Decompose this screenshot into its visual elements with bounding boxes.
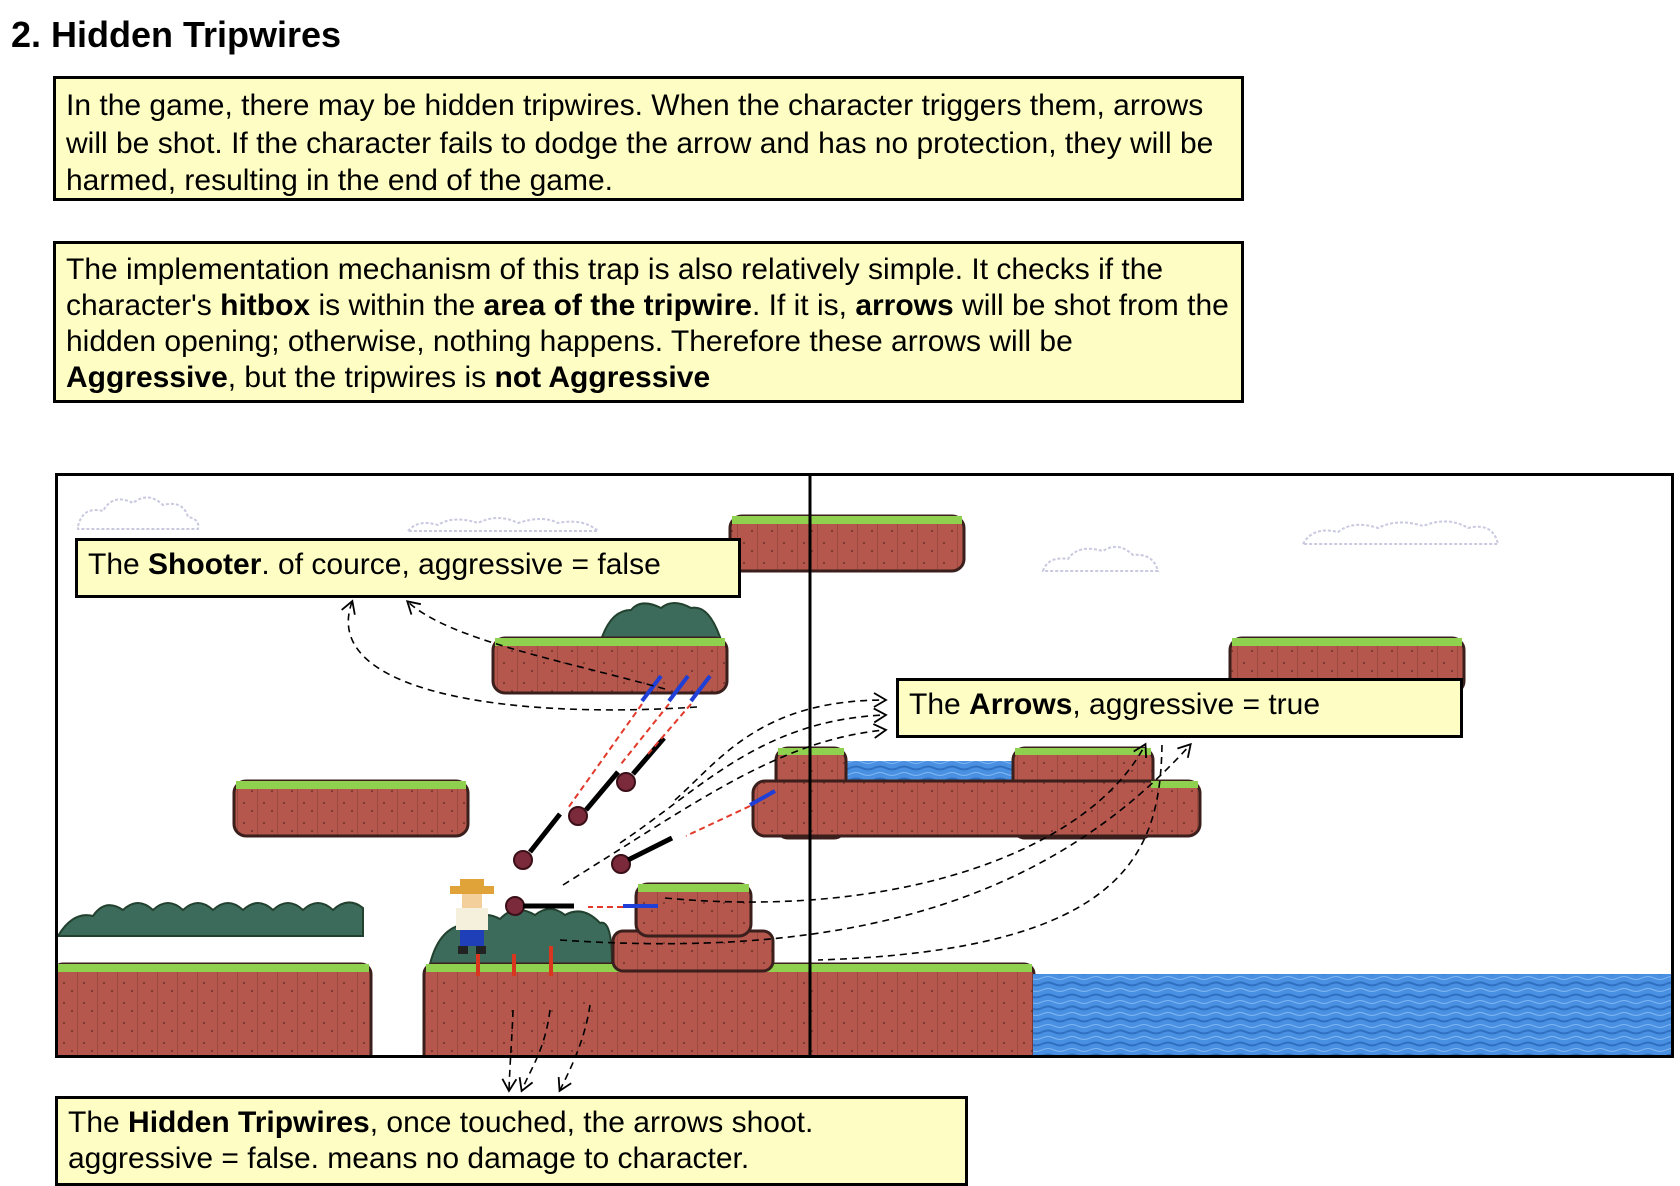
bush-top	[599, 602, 723, 641]
tripwires-label-line2: aggressive = false. means no damage to c…	[68, 1142, 750, 1175]
tripwire-icon	[476, 946, 553, 976]
shooter-label-bold: Shooter	[148, 548, 262, 581]
mechanism-hitbox: hitbox	[220, 289, 311, 322]
shooter-label: The Shooter. of cource, aggressive = fal…	[75, 538, 741, 598]
tripwires-label-prefix: The	[68, 1106, 129, 1139]
shooter-icon	[505, 772, 636, 916]
tripwires-label-line1: The Hidden Tripwires, once touched, the …	[68, 1105, 955, 1141]
page-title: 2. Hidden Tripwires	[11, 14, 342, 55]
tripwires-label-bold: Hidden Tripwires	[128, 1106, 370, 1139]
arrows-label-bold: Arrows	[969, 688, 1073, 721]
intro-note-text: In the game, there may be hidden tripwir…	[66, 89, 1214, 197]
mechanism-area: area of the tripwire	[483, 289, 752, 322]
arrows-label: The Arrows, aggressive = true	[896, 678, 1463, 738]
mechanism-text-4: will be shot from the hidden opening; ot…	[66, 289, 1229, 358]
arrows-label-prefix: The	[909, 688, 970, 721]
mechanism-note: The implementation mechanism of this tra…	[53, 241, 1244, 403]
mechanism-text-1: The implementation mechanism of this tra…	[66, 253, 1164, 322]
arrows-label-suffix: , aggressive = true	[1072, 688, 1321, 721]
intro-note: In the game, there may be hidden tripwir…	[53, 76, 1244, 201]
mechanism-arrows: arrows	[855, 289, 954, 322]
mechanism-not-aggressive: not Aggressive	[494, 361, 711, 394]
ground	[58, 882, 1671, 1055]
character-icon	[450, 879, 494, 954]
mechanism-aggressive: Aggressive	[66, 361, 228, 394]
tripwires-label-suffix: , once touched, the arrows shoot.	[369, 1106, 814, 1139]
shooter-label-prefix: The	[88, 548, 149, 581]
platform-top-middle	[728, 514, 966, 573]
tripwires-label: The Hidden Tripwires, once touched, the …	[55, 1096, 968, 1186]
mechanism-text-2: is within the	[310, 289, 484, 322]
mechanism-text-3: . If it is,	[751, 289, 856, 322]
mechanism-text-5: , but the tripwires is	[227, 361, 495, 394]
arrow-trajectories	[567, 703, 751, 908]
shooter-label-suffix: . of cource, aggressive = false	[261, 548, 661, 581]
platform-pool	[751, 746, 1202, 840]
platform-left	[232, 779, 470, 838]
cloud-icon	[77, 496, 1500, 572]
platform-shooter	[491, 636, 729, 695]
arrow-shafts	[523, 736, 674, 909]
